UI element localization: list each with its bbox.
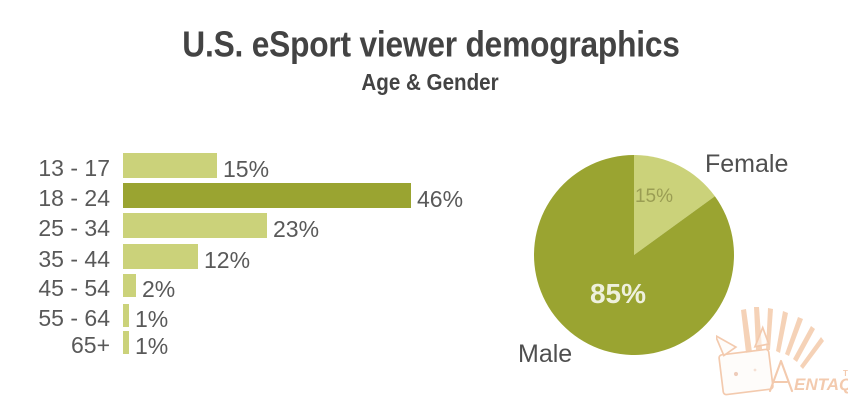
svg-text:ENTAQ: ENTAQ bbox=[794, 375, 848, 394]
svg-text:TM: TM bbox=[843, 369, 848, 378]
